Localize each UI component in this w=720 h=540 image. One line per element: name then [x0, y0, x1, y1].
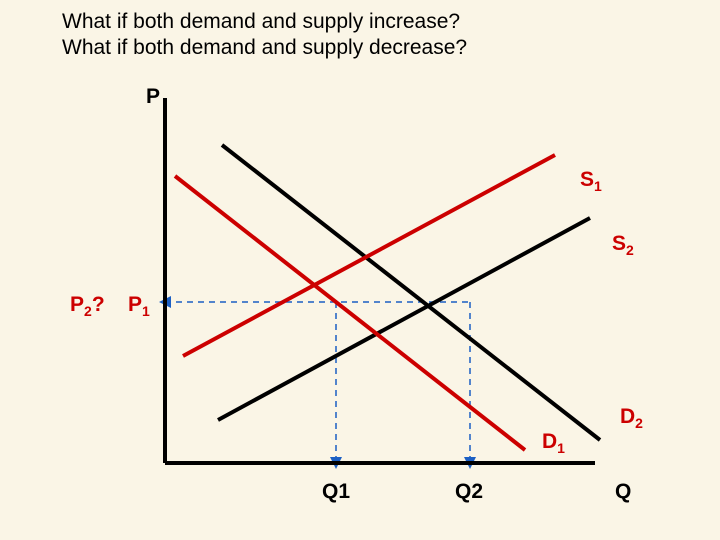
label-p2: P2?: [70, 293, 105, 319]
demand-curve-d2: [222, 145, 600, 440]
label-d2: D2: [620, 405, 643, 431]
axis-label-q: Q: [615, 480, 631, 504]
label-s2: S2: [612, 232, 634, 258]
axis-label-p: P: [146, 85, 160, 109]
demand-curve-d1: [175, 176, 525, 450]
label-q1: Q1: [322, 480, 350, 504]
label-p1: P1: [128, 293, 150, 319]
label-d1: D1: [542, 430, 565, 456]
label-q2: Q2: [455, 480, 483, 504]
chart-svg: [0, 0, 720, 540]
label-s1: S1: [580, 168, 602, 194]
